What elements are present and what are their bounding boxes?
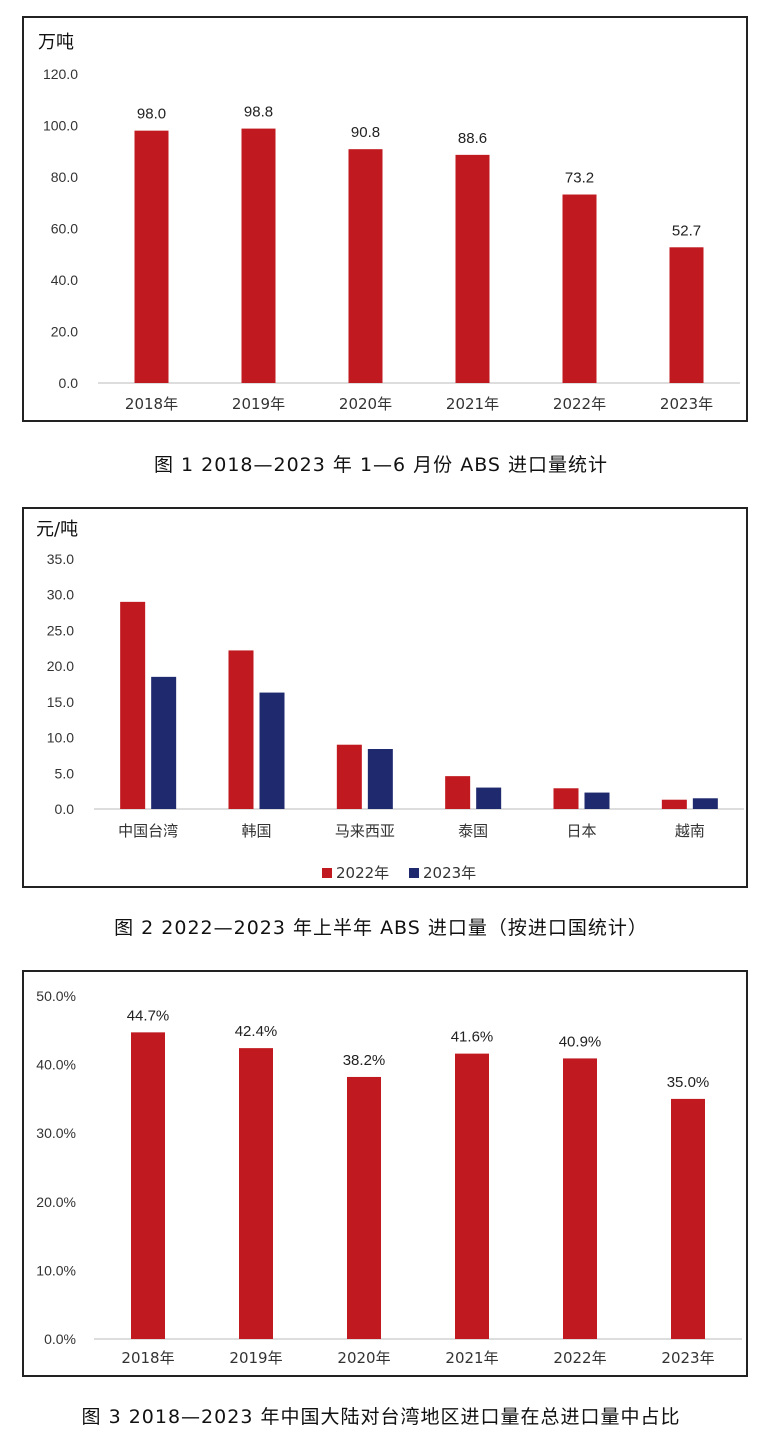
chart-3-xtick-label: 2019年 bbox=[229, 1349, 282, 1367]
chart-2-ytick-label: 25.0 bbox=[47, 622, 74, 638]
chart-3-data-label: 42.4% bbox=[235, 1023, 278, 1040]
chart-2-ytick-label: 0.0 bbox=[55, 801, 75, 817]
chart-1-ytick-label: 0.0 bbox=[59, 375, 79, 391]
chart-1-bar bbox=[348, 149, 383, 383]
chart-2-bar-series1 bbox=[336, 744, 362, 809]
chart-2-bar-series2 bbox=[692, 798, 718, 809]
chart-3-bar bbox=[239, 1048, 273, 1339]
chart-2-ytick-label: 10.0 bbox=[47, 730, 74, 746]
chart-3-bar bbox=[347, 1076, 381, 1339]
chart-2-xtick-label: 泰国 bbox=[458, 822, 488, 840]
chart-3-data-label: 41.6% bbox=[451, 1029, 494, 1046]
chart-1-ytick-label: 80.0 bbox=[51, 169, 78, 185]
chart-3-ytick-label: 40.0% bbox=[36, 1057, 76, 1073]
chart-3-ytick-label: 20.0% bbox=[36, 1194, 76, 1210]
chart-2-frame: 元/吨 0.0 5.0 10.0 15.0 20.0 25.0 30.0 35.0 中国台湾 韩国… bbox=[22, 507, 748, 888]
chart-1-bar bbox=[669, 247, 704, 383]
chart-1-data-label: 90.8 bbox=[351, 124, 380, 141]
chart-2-legend-label: 2023年 bbox=[423, 864, 476, 882]
chart-2-legend-label: 2022年 bbox=[336, 864, 389, 882]
chart-1-ytick-label: 120.0 bbox=[43, 66, 78, 82]
chart-2-bar-series2 bbox=[476, 787, 502, 809]
chart-2-bar-series1 bbox=[553, 788, 579, 809]
chart-3-bar bbox=[455, 1053, 489, 1339]
chart-1-frame: 万吨 0.0 20.0 40.0 60.0 80.0 100.0 120.0 2018年 98.… bbox=[22, 16, 748, 422]
chart-2-xtick-label: 中国台湾 bbox=[118, 822, 178, 840]
chart-2-bar-series2 bbox=[259, 692, 285, 809]
chart-2-ytick-label: 15.0 bbox=[47, 694, 74, 710]
chart-2-xtick-label: 韩国 bbox=[241, 822, 271, 840]
chart-2-bar-series2 bbox=[151, 676, 177, 809]
chart-1-bar bbox=[455, 154, 490, 383]
chart-3-xtick-label: 2018年 bbox=[121, 1349, 174, 1367]
chart-2-bar-series1 bbox=[661, 799, 687, 809]
chart-2-ytick-label: 35.0 bbox=[47, 551, 74, 567]
chart-1-data-label: 88.6 bbox=[458, 130, 487, 147]
chart-2-legend-swatch bbox=[322, 868, 332, 878]
chart-3-data-label: 35.0% bbox=[667, 1074, 710, 1091]
chart-1-bar bbox=[241, 128, 276, 383]
chart-3-xtick-label: 2021年 bbox=[445, 1349, 498, 1367]
chart-2-plot: 0.0 5.0 10.0 15.0 20.0 25.0 30.0 35.0 中国台湾 韩国 马来西亚… bbox=[47, 551, 744, 882]
chart-2-ytick-label: 30.0 bbox=[47, 587, 74, 603]
chart-3-bar bbox=[671, 1098, 705, 1339]
chart-2-bar-series2 bbox=[584, 792, 610, 809]
chart-1-unit-label: 万吨 bbox=[38, 32, 74, 53]
chart-1-ytick-label: 100.0 bbox=[43, 118, 78, 134]
chart-3-bar bbox=[563, 1058, 597, 1339]
chart-1-bar bbox=[134, 130, 169, 383]
chart-1-ytick-label: 40.0 bbox=[51, 272, 78, 288]
chart-2-xtick-label: 越南 bbox=[675, 822, 705, 840]
chart-1-data-label: 73.2 bbox=[565, 170, 594, 187]
chart-1-xtick-label: 2018年 bbox=[125, 395, 178, 413]
chart-1-ytick-label: 60.0 bbox=[51, 221, 78, 237]
chart-1-xtick-label: 2019年 bbox=[232, 395, 285, 413]
chart-3-xtick-label: 2022年 bbox=[553, 1349, 606, 1367]
chart-3-xtick-label: 2020年 bbox=[337, 1349, 390, 1367]
chart-2-caption: 图 2 2022—2023 年上半年 ABS 进口量（按进口国统计） bbox=[114, 917, 648, 939]
chart-1-caption: 图 1 2018—2023 年 1—6 月份 ABS 进口量统计 bbox=[153, 454, 608, 476]
chart-2-unit-label: 元/吨 bbox=[36, 519, 79, 540]
chart-3-caption: 图 3 2018—2023 年中国大陆对台湾地区进口量在总进口量中占比 bbox=[81, 1406, 681, 1428]
chart-3-bar bbox=[131, 1032, 165, 1339]
chart-1-xtick-label: 2021年 bbox=[446, 395, 499, 413]
chart-1-data-label: 52.7 bbox=[672, 222, 701, 239]
chart-3-xtick-label: 2023年 bbox=[661, 1349, 714, 1367]
chart-2-legend-swatch bbox=[409, 868, 419, 878]
chart-1-plot: 0.0 20.0 40.0 60.0 80.0 100.0 120.0 2018年 98.0 20… bbox=[43, 66, 740, 413]
chart-2-bar-series2 bbox=[367, 749, 393, 809]
chart-1-bar bbox=[562, 194, 597, 383]
chart-3-frame: 0.0% 10.0% 20.0% 30.0% 40.0% 50.0% 2018年 44.7% 2… bbox=[22, 970, 748, 1377]
chart-1-data-label: 98.8 bbox=[244, 104, 273, 121]
chart-1-xtick-label: 2023年 bbox=[660, 395, 713, 413]
chart-2-bar-series1 bbox=[445, 776, 471, 809]
chart-2-bar-series1 bbox=[228, 650, 254, 809]
chart-1-data-label: 98.0 bbox=[137, 106, 166, 123]
chart-3-ytick-label: 50.0% bbox=[36, 988, 76, 1004]
chart-3-data-label: 44.7% bbox=[127, 1007, 170, 1024]
chart-3-plot: 0.0% 10.0% 20.0% 30.0% 40.0% 50.0% 2018年 44.7% 2… bbox=[36, 988, 742, 1367]
chart-3-data-label: 38.2% bbox=[343, 1052, 386, 1069]
chart-3-data-label: 40.9% bbox=[559, 1033, 602, 1050]
chart-3-ytick-label: 30.0% bbox=[36, 1125, 76, 1141]
chart-1-xtick-label: 2022年 bbox=[553, 395, 606, 413]
chart-1-xtick-label: 2020年 bbox=[339, 395, 392, 413]
chart-2-bar-series1 bbox=[120, 601, 146, 809]
chart-3-ytick-label: 10.0% bbox=[36, 1262, 76, 1278]
chart-2-xtick-label: 马来西亚 bbox=[335, 822, 395, 840]
chart-2-ytick-label: 20.0 bbox=[47, 658, 74, 674]
chart-1-ytick-label: 20.0 bbox=[51, 324, 78, 340]
chart-2-ytick-label: 5.0 bbox=[55, 765, 75, 781]
chart-2-xtick-label: 日本 bbox=[566, 822, 596, 840]
chart-3-ytick-label: 0.0% bbox=[44, 1331, 76, 1347]
